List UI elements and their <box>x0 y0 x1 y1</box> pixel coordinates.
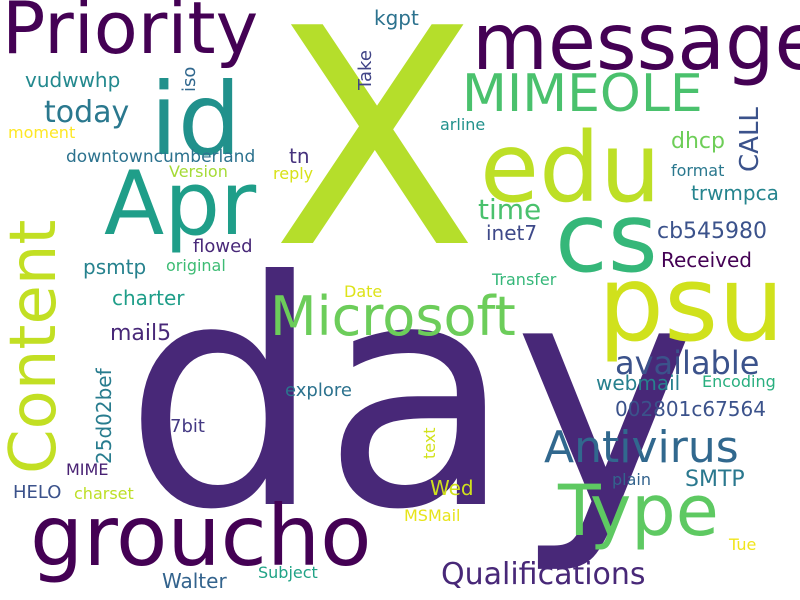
word-message: message <box>472 0 800 88</box>
word-apr: Apr <box>104 152 257 255</box>
word-webmail: webmail <box>596 371 681 395</box>
word-psu: psu <box>598 243 785 365</box>
word-dhcp: dhcp <box>671 129 725 154</box>
word-mail5: mail5 <box>110 321 172 346</box>
word-psmtp: psmtp <box>83 255 147 279</box>
word-tue: Tue <box>729 535 757 554</box>
word-call: CALL <box>735 107 765 172</box>
word-mime: MIME <box>66 460 109 479</box>
word-format: format <box>671 161 725 180</box>
word-version: Version <box>169 162 228 181</box>
word-smtp: SMTP <box>685 467 745 492</box>
word-plain: plain <box>612 470 651 489</box>
word-microsoft: Microsoft <box>270 285 516 348</box>
word-id: id <box>150 61 242 178</box>
word-received: Received <box>661 248 752 272</box>
word-wed: Wed <box>430 476 474 500</box>
word-7bit: 7bit <box>170 416 205 437</box>
word-take: Take <box>355 50 376 90</box>
word-edu: edu <box>480 112 661 224</box>
word-downtowncumberland: downtowncumberland <box>66 147 256 167</box>
word-cs: cs <box>555 182 658 294</box>
word-reply: reply <box>273 164 314 183</box>
word-moment: moment <box>8 123 76 142</box>
word-mimeole: MIMEOLE <box>462 64 703 124</box>
word-type: Type <box>558 470 719 552</box>
word-qualifications: Qualifications <box>441 557 646 592</box>
word-arline: arline <box>440 115 486 134</box>
word-helo: HELO <box>13 482 62 503</box>
word-subject: Subject <box>258 563 318 582</box>
word-x: X <box>272 0 478 314</box>
word-today: today <box>44 95 130 130</box>
word-walter: Walter <box>162 569 227 593</box>
word-original: original <box>166 256 226 275</box>
word-antivirus: Antivirus <box>544 422 739 473</box>
word-vudwwhp: vudwwhp <box>25 68 121 92</box>
word-date: Date <box>344 282 383 301</box>
word-kgpt: kgpt <box>374 6 419 30</box>
word-day: day <box>124 214 698 578</box>
word-trwmpca: trwmpca <box>691 181 779 205</box>
word-transfer: Transfer <box>492 270 557 289</box>
word-time: time <box>478 193 542 226</box>
word-text: text <box>420 427 439 459</box>
word-content: Content <box>0 219 71 474</box>
word-msmail: MSMail <box>404 506 461 525</box>
word-iso: iso <box>179 66 200 92</box>
word-cb545980: cb545980 <box>657 219 768 244</box>
word-tn: tn <box>289 144 310 168</box>
word-charter: charter <box>112 286 185 310</box>
word-flowed: flowed <box>193 236 253 257</box>
word-priority: Priority <box>2 0 259 70</box>
word-charset: charset <box>74 484 134 503</box>
word-inet7: inet7 <box>486 221 538 245</box>
word-25d02bef: 25d02bef <box>92 368 116 464</box>
word-encoding: Encoding <box>702 372 776 391</box>
word-explore: explore <box>285 380 352 401</box>
word-available: available <box>615 344 760 382</box>
word-002801c67564: 002801c67564 <box>615 397 766 421</box>
word-groucho: groucho <box>30 487 372 585</box>
